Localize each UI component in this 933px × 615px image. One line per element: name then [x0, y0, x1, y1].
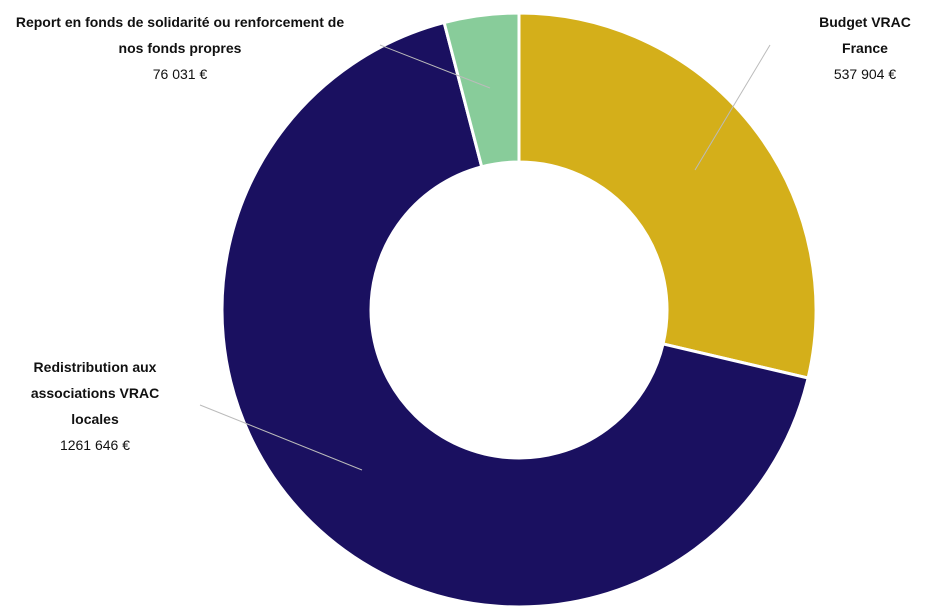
- category-label: Budget VRAC France: [819, 14, 911, 56]
- value-label: 1261 646 €: [59, 437, 131, 453]
- slice: [220, 20, 810, 609]
- value-label: 76 031 €: [152, 66, 208, 82]
- leader-line: [694, 44, 771, 171]
- category-label: Report en fonds de solidarité ou renforc…: [15, 14, 345, 56]
- slice: [442, 11, 521, 169]
- leader-line: [379, 44, 491, 89]
- leader-line: [199, 404, 363, 471]
- slices: [220, 11, 818, 609]
- slice-label: Budget VRAC France 537 904 €: [810, 9, 920, 87]
- slice: [517, 11, 818, 380]
- slice-label: Redistribution aux associations VRAC loc…: [20, 354, 170, 458]
- value-label: 537 904 €: [833, 66, 897, 82]
- category-label: Redistribution aux associations VRAC loc…: [30, 359, 160, 427]
- slice-label: Report en fonds de solidarité ou renforc…: [10, 9, 350, 87]
